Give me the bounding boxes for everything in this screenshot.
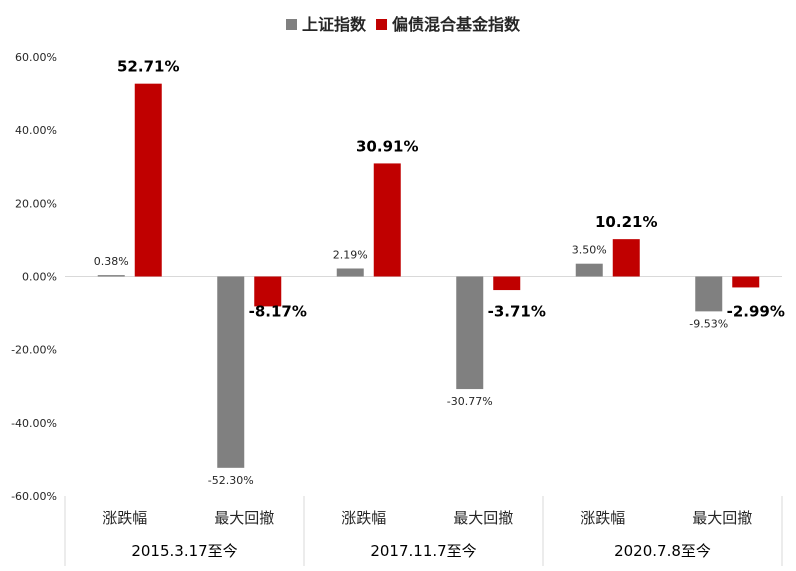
data-label: -3.71% — [488, 303, 546, 321]
legend-swatch-2 — [376, 19, 388, 30]
legend: 上证指数 偏债混合基金指数 — [286, 15, 521, 34]
y-tick-label: 60.00% — [15, 51, 57, 64]
category-label: 最大回撤 — [692, 509, 752, 527]
data-label: 0.38% — [94, 255, 129, 268]
bar-bond-fund-1-2 — [254, 276, 282, 307]
data-labels-layer: 0.38% 52.71% -52.30% -8.17% 2.19% 30.91% -30.7… — [94, 58, 785, 487]
y-tick-label: 20.00% — [15, 197, 57, 210]
data-label: -52.30% — [208, 474, 254, 487]
y-tick-label: 40.00% — [15, 124, 57, 137]
bar-bond-fund-1-1 — [134, 83, 162, 277]
category-label: 涨跌幅 — [341, 509, 386, 527]
category-label: 最大回撤 — [453, 509, 513, 527]
bar-bond-fund-2-1 — [373, 163, 401, 277]
category-label: 涨跌幅 — [580, 509, 625, 527]
category-label: 最大回撤 — [214, 509, 274, 527]
period-label: 2015.3.17至今 — [131, 542, 237, 560]
data-label: -2.99% — [727, 303, 785, 321]
legend-label-1: 上证指数 — [302, 15, 367, 34]
bar-sse-1-2 — [217, 276, 245, 468]
data-label: 52.71% — [117, 58, 179, 76]
x-axis-table: 涨跌幅 最大回撤 2015.3.17至今 涨跌幅 最大回撤 2017.11.7至今 涨跌幅 最… — [64, 496, 783, 566]
y-tick-label: 0.00% — [22, 271, 57, 284]
data-label: 10.21% — [595, 213, 657, 231]
data-label: 3.50% — [572, 244, 607, 257]
period-label: 2020.7.8至今 — [614, 542, 711, 560]
bars-layer — [97, 83, 760, 468]
bar-sse-3-1 — [575, 263, 603, 277]
period-label: 2017.11.7至今 — [370, 542, 476, 560]
data-label: 30.91% — [356, 137, 418, 155]
y-tick-label: -40.00% — [11, 417, 57, 430]
legend-swatch-1 — [286, 19, 297, 30]
bar-sse-3-2 — [695, 276, 723, 312]
bar-sse-2-2 — [456, 276, 484, 390]
data-label: -9.53% — [689, 317, 728, 330]
category-label: 涨跌幅 — [102, 509, 147, 527]
y-tick-label: -20.00% — [11, 344, 57, 357]
bar-sse-2-1 — [336, 268, 364, 277]
data-label: -8.17% — [249, 303, 307, 321]
bar-sse-1-1 — [97, 275, 125, 277]
y-tick-label: -60.00% — [11, 490, 57, 503]
y-axis: 60.00% 40.00% 20.00% 0.00% -20.00% -40.00% -60… — [11, 51, 782, 503]
bar-bond-fund-3-2 — [732, 276, 760, 288]
data-label: 2.19% — [333, 248, 368, 261]
bar-bond-fund-3-1 — [612, 239, 640, 277]
legend-label-2: 偏债混合基金指数 — [392, 15, 521, 34]
bar-bond-fund-2-2 — [493, 276, 521, 291]
data-label: -30.77% — [447, 395, 493, 408]
